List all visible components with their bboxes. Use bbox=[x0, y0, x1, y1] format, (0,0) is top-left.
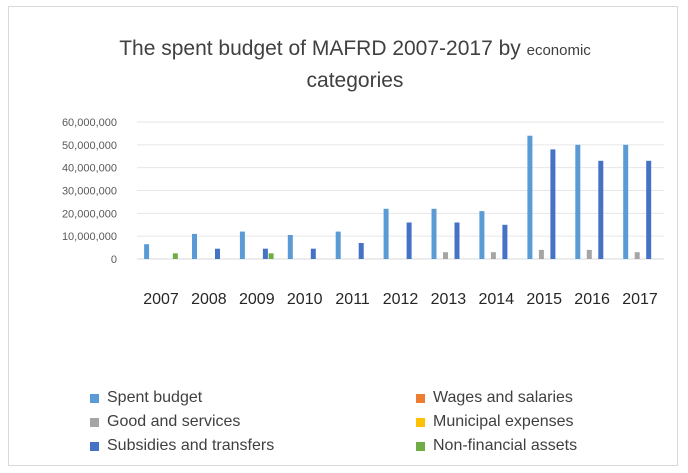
bar bbox=[192, 233, 197, 259]
x-tick-label: 2015 bbox=[526, 291, 562, 308]
y-tick-label: 60,000,000 bbox=[62, 117, 117, 129]
bar bbox=[144, 244, 150, 259]
legend-swatch bbox=[90, 417, 99, 427]
legend-swatch bbox=[90, 441, 99, 451]
legend-label: Wages and salaries bbox=[433, 389, 573, 406]
bar bbox=[406, 222, 412, 259]
bar bbox=[335, 231, 341, 259]
bar bbox=[358, 243, 364, 259]
x-tick-label: 2011 bbox=[335, 291, 370, 308]
legend-label: Non-financial assets bbox=[433, 437, 578, 454]
bar bbox=[262, 248, 268, 259]
bar bbox=[598, 160, 604, 259]
x-tick-label: 2012 bbox=[383, 291, 419, 308]
bar bbox=[268, 253, 274, 259]
bar bbox=[172, 253, 178, 259]
x-tick-label: 2014 bbox=[479, 291, 515, 308]
legend-item: Good and services bbox=[90, 413, 240, 431]
bar bbox=[550, 149, 556, 259]
legend-label: Spent budget bbox=[107, 389, 203, 406]
bar bbox=[634, 252, 640, 259]
x-tick-label: 2010 bbox=[287, 291, 323, 308]
bar bbox=[538, 249, 544, 259]
x-tick-label: 2017 bbox=[622, 291, 658, 308]
bar bbox=[490, 252, 496, 259]
legend-label: Municipal expenses bbox=[433, 413, 574, 430]
bar bbox=[443, 252, 448, 259]
legend-swatch bbox=[416, 417, 425, 427]
x-tick-label: 2013 bbox=[431, 291, 467, 308]
chart-title-small: economic bbox=[526, 42, 591, 59]
bar bbox=[431, 208, 437, 259]
chart-title: The spent budget of MAFRD 2007-2017 by e… bbox=[40, 34, 670, 96]
y-tick-label: 50,000,000 bbox=[62, 140, 117, 152]
y-tick-label: 40,000,000 bbox=[62, 163, 117, 175]
x-tick-label: 2007 bbox=[143, 291, 179, 308]
legend-item: Wages and salaries bbox=[416, 389, 573, 407]
legend-item: Spent budget bbox=[90, 389, 202, 407]
bar bbox=[586, 249, 592, 259]
bar bbox=[287, 235, 293, 259]
bar bbox=[575, 144, 581, 259]
legend-swatch bbox=[416, 441, 425, 451]
legend-item: Municipal expenses bbox=[416, 413, 574, 431]
legend-swatch bbox=[416, 393, 425, 403]
y-tick-label: 10,000,000 bbox=[62, 231, 117, 243]
bar bbox=[239, 231, 245, 259]
legend-label: Subsidies and transfers bbox=[107, 437, 275, 454]
chart-title-main: The spent budget of MAFRD 2007-2017 by bbox=[119, 37, 521, 60]
x-tick-label: 2008 bbox=[191, 291, 227, 308]
legend-item: Non-financial assets bbox=[416, 437, 577, 455]
legend-item: Subsidies and transfers bbox=[90, 437, 274, 455]
bar bbox=[623, 144, 629, 259]
legend-label: Good and services bbox=[107, 413, 241, 430]
bar bbox=[383, 208, 389, 259]
bar bbox=[646, 160, 652, 259]
bar bbox=[310, 248, 316, 259]
y-tick-label: 20,000,000 bbox=[62, 208, 117, 220]
legend-swatch bbox=[90, 393, 99, 403]
x-tick-label: 2009 bbox=[239, 291, 275, 308]
bar bbox=[527, 135, 533, 259]
y-tick-label: 0 bbox=[111, 254, 117, 266]
chart-title-line2: categories bbox=[306, 69, 404, 92]
bar bbox=[479, 211, 485, 259]
bar bbox=[502, 224, 508, 260]
y-tick-label: 30,000,000 bbox=[62, 186, 117, 198]
bar bbox=[215, 248, 220, 259]
x-tick-label: 2016 bbox=[574, 291, 610, 308]
bar bbox=[454, 222, 460, 259]
